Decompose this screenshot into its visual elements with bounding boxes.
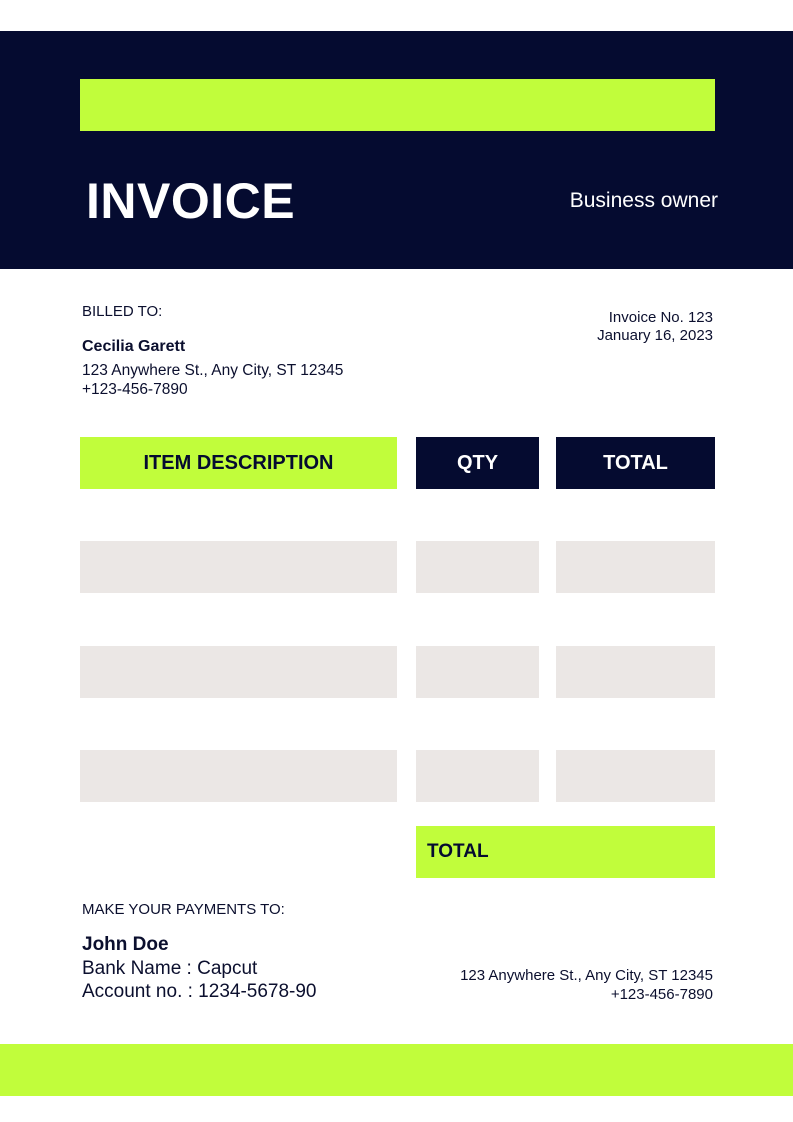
account-number: Account no. : 1234-5678-90: [82, 981, 317, 1002]
column-header-qty: QTY: [416, 437, 539, 489]
qty-cell: [416, 750, 539, 802]
contact-address: 123 Anywhere St., Any City, ST 12345: [460, 967, 713, 984]
invoice-title: INVOICE: [86, 173, 296, 229]
business-owner: Business owner: [569, 189, 718, 212]
total-cell: [556, 541, 715, 593]
billed-to-label: BILLED TO:: [82, 303, 163, 320]
footer-accent-bar: [0, 1044, 793, 1096]
grand-total-row: TOTAL: [416, 826, 715, 878]
invoice-date: January 16, 2023: [597, 327, 713, 344]
billed-to-phone: +123-456-7890: [82, 381, 188, 398]
column-header-total: TOTAL: [556, 437, 715, 489]
contact-phone: +123-456-7890: [610, 986, 713, 1003]
billed-to-name: Cecilia Garett: [82, 338, 186, 355]
header-band: [0, 31, 793, 269]
invoice-number: Invoice No. 123: [608, 309, 713, 326]
billed-to-address: 123 Anywhere St., Any City, ST 12345: [82, 362, 344, 379]
item-description-cell: [80, 646, 397, 698]
payee-name: John Doe: [82, 934, 169, 955]
qty-cell: [416, 646, 539, 698]
total-cell: [556, 750, 715, 802]
item-description-cell: [80, 750, 397, 802]
column-header-item-description: ITEM DESCRIPTION: [80, 437, 397, 489]
payment-label: MAKE YOUR PAYMENTS TO:: [82, 901, 285, 918]
total-cell: [556, 646, 715, 698]
item-description-cell: [80, 541, 397, 593]
bank-name: Bank Name : Capcut: [82, 958, 258, 979]
header-accent-bar: [80, 79, 715, 131]
grand-total-label: TOTAL: [427, 841, 489, 862]
qty-cell: [416, 541, 539, 593]
